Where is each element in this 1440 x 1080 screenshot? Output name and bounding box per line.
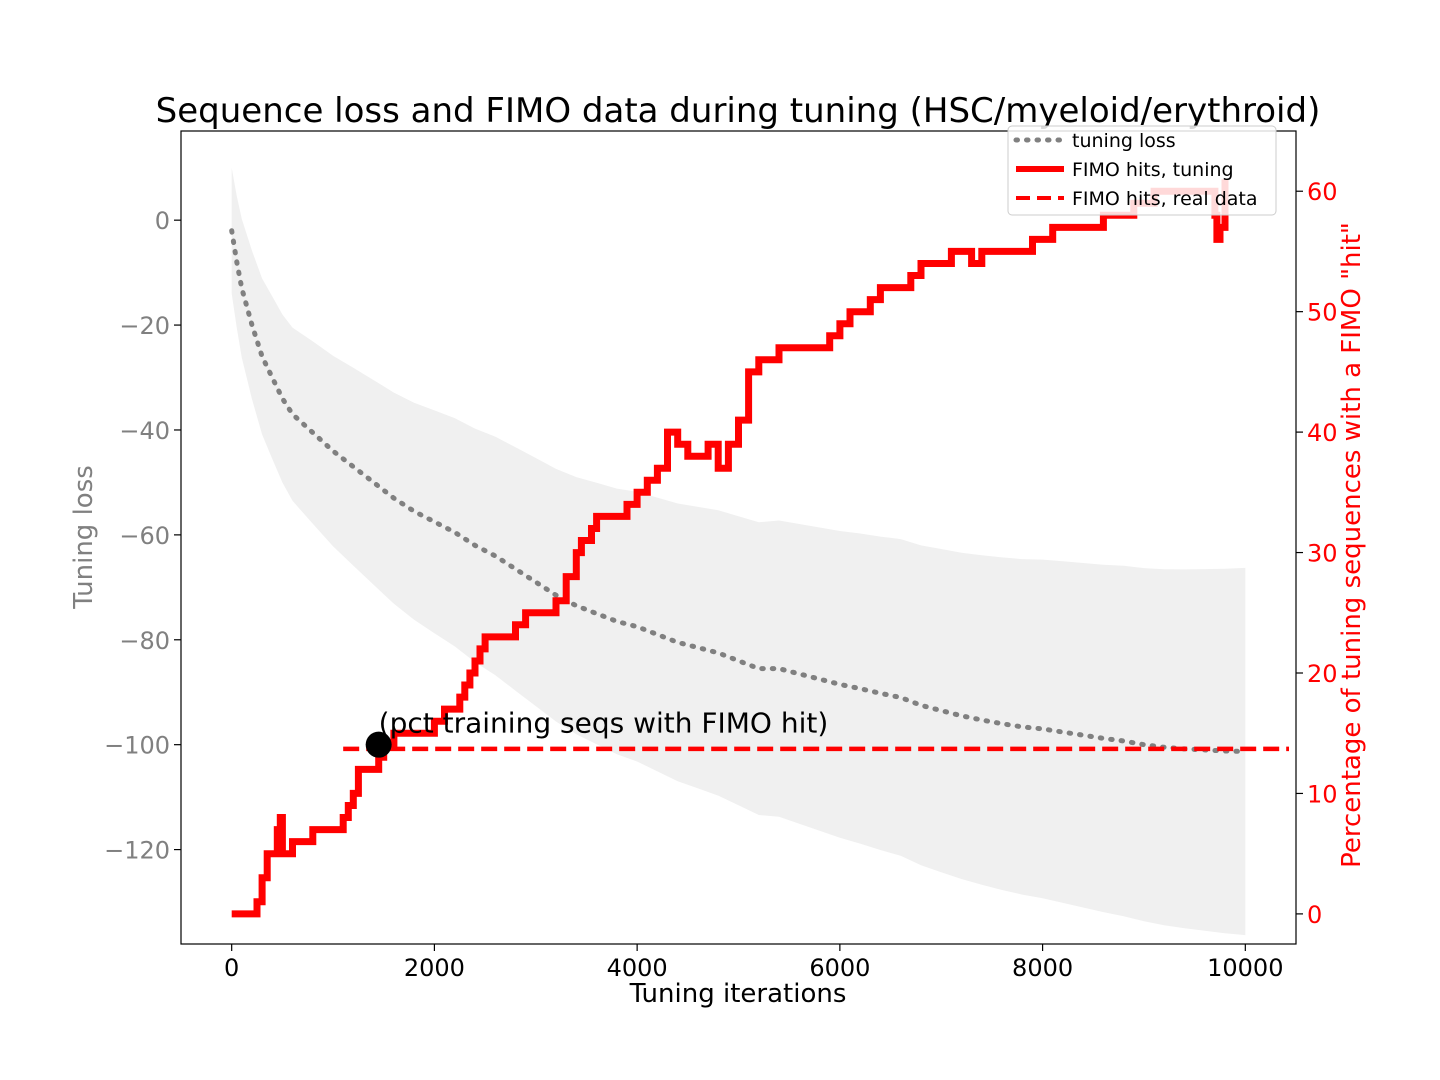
y-left-tick-label: −100 <box>104 732 170 760</box>
legend-entry-tuning-loss-label: tuning loss <box>1072 130 1176 152</box>
y-left-tick-label: −120 <box>104 837 170 865</box>
y-left-tick-label: −80 <box>119 627 170 655</box>
y-right-tick-label: 50 <box>1307 299 1338 327</box>
annotation-layer: (pct training seqs with FIMO hit) <box>365 707 829 758</box>
x-tick-label: 10000 <box>1207 954 1283 982</box>
axes-frame <box>180 130 1297 945</box>
legend-entry-fimo-hits-tuning-label: FIMO hits, tuning <box>1072 159 1234 181</box>
y-left-tick-label: −40 <box>119 417 170 445</box>
loss-spread-band <box>231 167 1246 936</box>
x-tick-label: 8000 <box>1012 954 1073 982</box>
y-right-tick-label: 60 <box>1307 178 1338 206</box>
y-left-tick-label: −20 <box>119 312 170 340</box>
axes-layer: 0 2000 4000 6000 8000 10000 0 −20 −40 −60 −80 −100 −… <box>104 130 1338 982</box>
annotation-marker <box>365 731 392 758</box>
annotation-text: (pct training seqs with FIMO hit) <box>379 707 829 740</box>
x-axis-label: Tuning iterations <box>629 979 847 1009</box>
series-tuning-loss <box>229 228 1248 754</box>
y-right-tick-label: 0 <box>1307 901 1322 929</box>
x-tick-label: 4000 <box>607 954 668 982</box>
legend: tuning loss FIMO hits, tuning FIMO hits, r… <box>1007 125 1277 216</box>
y-right-tick-label: 40 <box>1307 419 1338 447</box>
y-right-tick-label: 30 <box>1307 540 1338 568</box>
chart-title: Sequence loss and FIMO data during tunin… <box>156 91 1321 131</box>
x-tick-label: 6000 <box>809 954 870 982</box>
y-right-tick-label: 20 <box>1307 660 1338 688</box>
x-tick-label: 2000 <box>404 954 465 982</box>
x-tick-label: 0 <box>224 954 239 982</box>
y-right-axis-label: Percentage of tuning sequences with a FI… <box>1337 222 1367 868</box>
y-left-tick-label: −60 <box>119 522 170 550</box>
loss-band-layer <box>231 167 1246 936</box>
series-fimo-hits-tuning <box>231 179 1229 918</box>
legend-box <box>1007 125 1277 216</box>
y-left-tick-label: 0 <box>155 207 170 235</box>
series-layer <box>229 179 1289 918</box>
y-left-axis-label: Tuning loss <box>69 465 99 610</box>
y-right-tick-label: 10 <box>1307 780 1338 808</box>
legend-entry-fimo-hits-real-data-label: FIMO hits, real data <box>1072 188 1258 210</box>
